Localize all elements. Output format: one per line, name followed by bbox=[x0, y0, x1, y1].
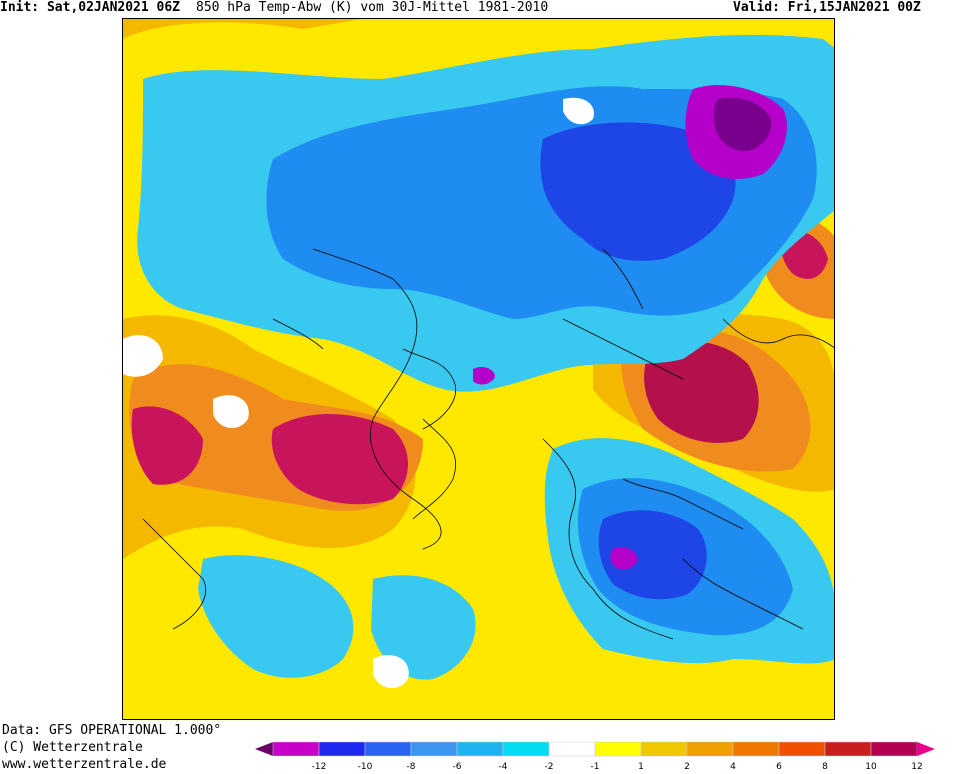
warm-core-canada bbox=[271, 414, 408, 505]
warm-core-russia bbox=[644, 341, 759, 443]
legend-tick-label: 8 bbox=[822, 762, 828, 772]
anomaly-map bbox=[122, 18, 835, 720]
cold-core-arctic bbox=[473, 366, 495, 385]
legend-tick-label: -8 bbox=[407, 762, 416, 772]
legend-swatch bbox=[594, 741, 642, 757]
data-source-label: Data: GFS OPERATIONAL 1.000° bbox=[2, 723, 222, 738]
legend-swatch bbox=[456, 741, 504, 757]
legend-tick-label: -1 bbox=[591, 762, 600, 772]
cold-area-pacific bbox=[198, 555, 354, 678]
header-bar: Init: Sat,02JAN2021 06Z 850 hPa Temp-Abw… bbox=[0, 0, 962, 18]
warm-core-west bbox=[131, 406, 203, 485]
legend-swatch bbox=[732, 741, 780, 757]
legend-tick-label: -10 bbox=[358, 762, 373, 772]
legend-swatch bbox=[824, 741, 872, 757]
cold-deep-europe bbox=[598, 510, 707, 600]
legend-swatch bbox=[410, 741, 458, 757]
cold-area-atlantic bbox=[371, 575, 476, 680]
warm-area-north bbox=[123, 19, 363, 39]
credits-block: Data: GFS OPERATIONAL 1.000° (C) Wetterz… bbox=[2, 722, 221, 773]
neutral-patch-1 bbox=[123, 335, 163, 377]
color-legend: -12 -10 -8 -6 -4 -2 -1 1 2 4 6 8 10 12 bbox=[255, 740, 960, 774]
copyright-label: (C) Wetterzentrale bbox=[2, 740, 143, 755]
neutral-patch-4 bbox=[563, 97, 594, 125]
legend-tick-label: 2 bbox=[684, 762, 690, 772]
legend-swatch bbox=[686, 741, 734, 757]
legend-tick-label: 4 bbox=[730, 762, 736, 772]
legend-swatch bbox=[778, 741, 826, 757]
website-link[interactable]: www.wetterzentrale.de bbox=[2, 757, 167, 772]
cold-core-siberia-inner bbox=[713, 97, 772, 152]
legend-tick-label: 12 bbox=[911, 762, 922, 772]
legend-arrow-left bbox=[255, 742, 273, 756]
legend-tick-label: 10 bbox=[865, 762, 877, 772]
legend-tick-label: -12 bbox=[312, 762, 327, 772]
legend-arrow-right bbox=[917, 742, 935, 756]
legend-swatch bbox=[364, 741, 412, 757]
valid-time-label: Valid: Fri,15JAN2021 00Z bbox=[733, 0, 921, 15]
legend-swatch bbox=[272, 741, 320, 757]
legend-swatch bbox=[502, 741, 550, 757]
legend-swatch bbox=[870, 741, 918, 757]
coastlines bbox=[142, 248, 834, 640]
cold-deep-arctic bbox=[540, 122, 736, 261]
legend-tick-label: 6 bbox=[776, 762, 782, 772]
neutral-patch-2 bbox=[213, 395, 249, 429]
cold-core-europe bbox=[610, 547, 638, 570]
legend-tick-label: -4 bbox=[499, 762, 508, 772]
neutral-patch-3 bbox=[373, 655, 409, 689]
map-title: 850 hPa Temp-Abw (K) vom 30J-Mittel 1981… bbox=[196, 0, 549, 15]
legend-tick-label: 1 bbox=[638, 762, 644, 772]
legend-swatch bbox=[640, 741, 688, 757]
init-time-label: Init: Sat,02JAN2021 06Z bbox=[0, 0, 181, 15]
legend-tick-label: -6 bbox=[453, 762, 462, 772]
legend-swatch bbox=[548, 741, 596, 757]
legend-tick-label: -2 bbox=[545, 762, 554, 772]
legend-swatch bbox=[318, 741, 366, 757]
